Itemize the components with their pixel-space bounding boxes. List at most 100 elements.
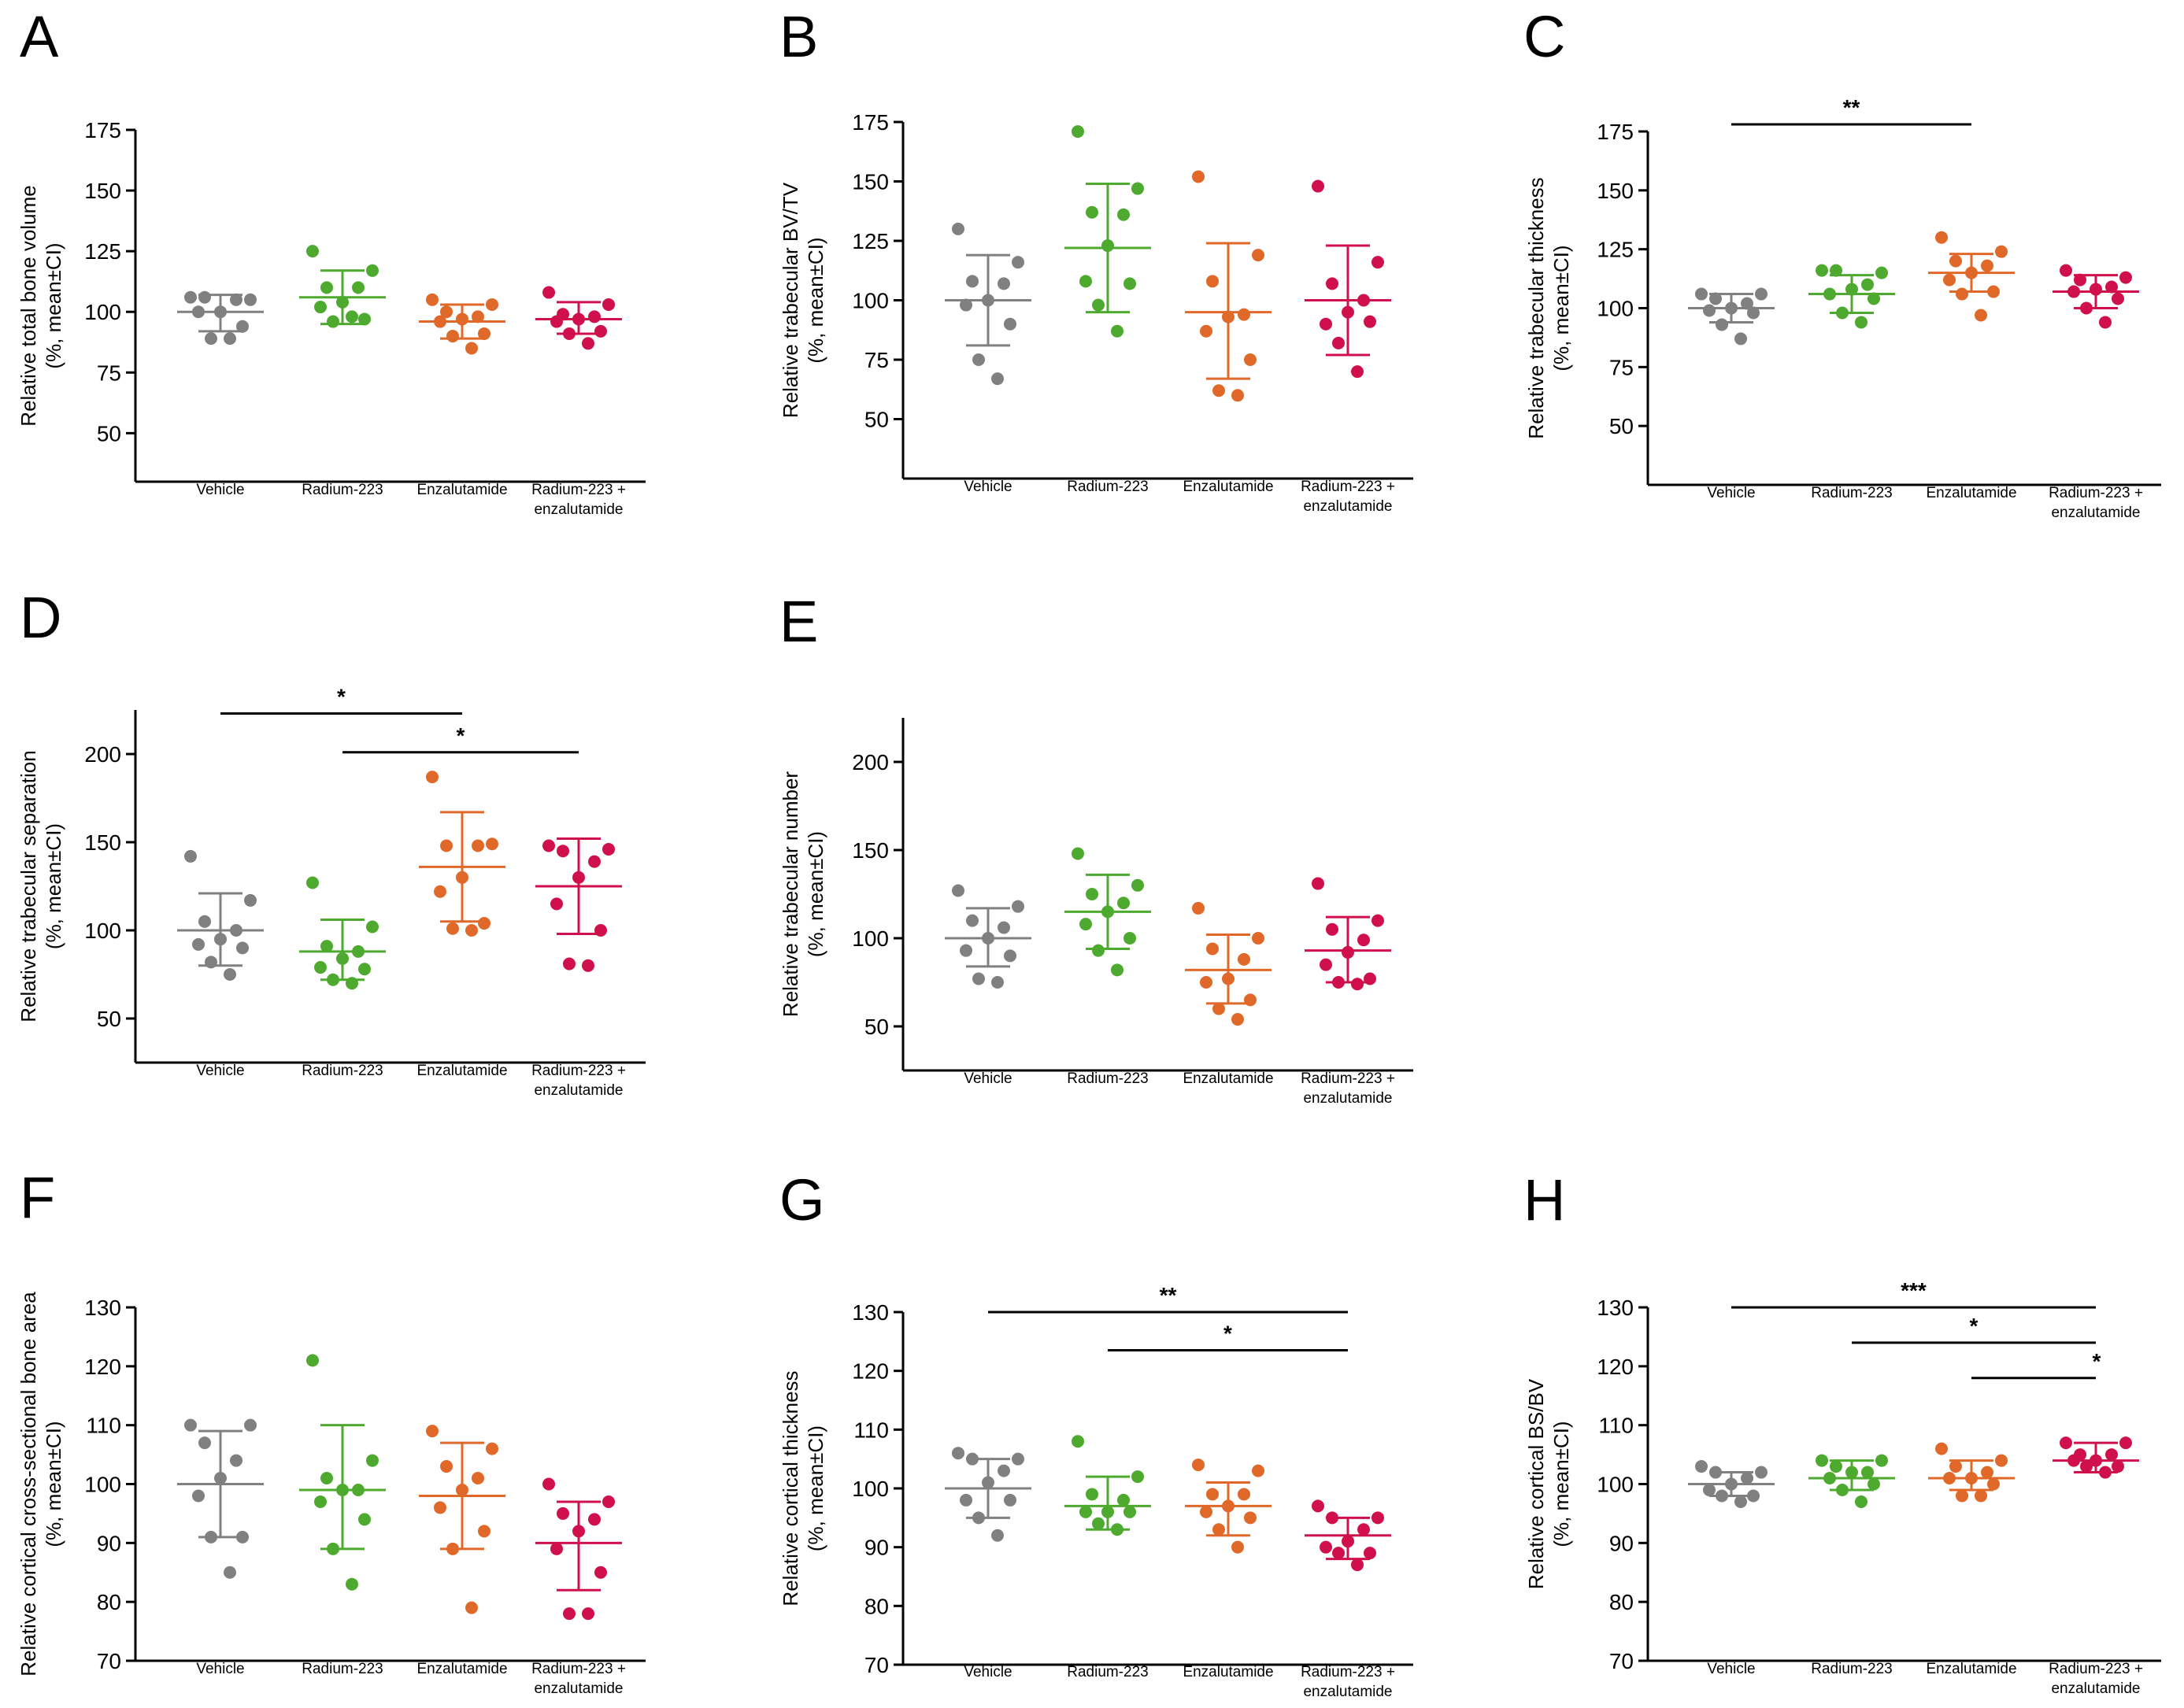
data-point [198, 290, 211, 304]
data-point [446, 330, 459, 343]
data-point [991, 372, 1004, 386]
data-point [446, 922, 459, 935]
series-vehicle [177, 849, 264, 981]
data-point [1371, 256, 1384, 269]
y-tick-label: 125 [84, 239, 121, 264]
y-tick-label: 50 [864, 1015, 889, 1039]
data-point [224, 1566, 236, 1579]
y-tick-label: 50 [97, 1007, 121, 1031]
data-point [1111, 324, 1123, 338]
panel-d: D 50 100 150 200 Relative trabecular separati… [17, 585, 646, 1099]
data-point [1875, 1454, 1888, 1467]
data-point [472, 310, 484, 323]
data-point [1351, 365, 1364, 379]
data-point [1072, 847, 1084, 860]
x-tick-label: Radium-223 + [1301, 1664, 1395, 1680]
series-radium-223 [299, 876, 386, 990]
data-point [1312, 179, 1324, 193]
data-point [224, 332, 236, 346]
series-enzalutamide [1185, 1458, 1272, 1554]
data-point [1092, 1517, 1105, 1530]
data-point [465, 342, 478, 355]
x-tick-label: enzalutamide [1303, 1684, 1392, 1700]
data-point [1212, 1002, 1225, 1015]
data-point [346, 1577, 358, 1591]
y-tick-label: 100 [852, 1477, 889, 1501]
y-tick-label: 110 [853, 1418, 889, 1442]
x-tick-label: Enzalutamide [1183, 479, 1273, 495]
data-point [2074, 273, 2086, 287]
data-point [440, 305, 453, 319]
data-point [244, 1418, 257, 1432]
data-point [478, 327, 490, 340]
y-tick-label: 100 [84, 919, 121, 943]
y-axis-label: (%, mean±CI) [42, 242, 65, 368]
y-tick-label: 70 [1609, 1649, 1634, 1673]
data-point [224, 968, 236, 981]
series-radium-223-enzalutamide [1305, 179, 1391, 379]
data-point [478, 917, 490, 930]
y-tick-label: 90 [97, 1531, 121, 1555]
y-tick-label: 150 [84, 830, 121, 855]
y-tick-label: 110 [1598, 1414, 1634, 1438]
panel-letter: H [1523, 1167, 1565, 1233]
panel-h: H 70 80 90 100 110 120 130 Relative cortical BS/… [1523, 1167, 2161, 1697]
data-point [1716, 318, 1728, 331]
significance-label: * [1223, 1322, 1232, 1346]
data-point [1200, 324, 1212, 338]
data-point [192, 1489, 205, 1503]
data-point [1238, 308, 1250, 321]
data-point [2112, 1460, 2124, 1473]
y-axis-label: (%, mean±CI) [804, 1425, 827, 1551]
data-point [1956, 1489, 1968, 1503]
data-point [1117, 1493, 1130, 1507]
data-point [236, 941, 249, 955]
panel-f: F 70 80 90 100 110 120 130 Relative cortical cro… [17, 1165, 646, 1697]
data-point [972, 353, 985, 366]
panel-g: G 70 80 90 100 110 120 130 Relative cortical thi… [779, 1167, 1413, 1700]
y-tick-label: 50 [864, 408, 889, 432]
panel-b: B 50 75 100 125 150 175 Relative trabecular BV/… [779, 4, 1413, 515]
x-tick-label: Enzalutamide [416, 1063, 507, 1079]
data-point [1231, 389, 1244, 402]
y-tick-label: 130 [84, 1296, 121, 1320]
x-tick-label: Enzalutamide [416, 1661, 507, 1677]
x-tick-label: enzalutamide [534, 501, 623, 518]
y-tick-label: 120 [1597, 1355, 1634, 1379]
data-point [1734, 332, 1747, 346]
x-tick-label: Radium-223 [1067, 1664, 1149, 1680]
x-tick-label: enzalutamide [534, 1680, 623, 1697]
data-point [358, 1513, 371, 1526]
data-point [2119, 1436, 2132, 1450]
data-point [1238, 1488, 1250, 1501]
data-point [366, 1454, 379, 1467]
data-point [306, 876, 319, 889]
data-point [594, 324, 607, 338]
series-vehicle [945, 884, 1031, 989]
series-enzalutamide [1185, 170, 1272, 402]
data-point [960, 944, 972, 957]
data-point [1981, 1466, 1993, 1479]
data-point [1312, 1499, 1324, 1513]
data-point [205, 332, 217, 346]
data-point [1086, 205, 1098, 219]
data-point [327, 315, 339, 328]
data-point [1695, 1460, 1708, 1473]
data-point [486, 1442, 498, 1455]
data-point [306, 245, 319, 258]
data-point [1935, 1442, 1948, 1455]
data-point [346, 310, 358, 323]
data-point [1734, 1495, 1747, 1508]
data-point [1072, 125, 1084, 139]
significance-label: * [337, 684, 346, 708]
y-tick-label: 100 [1597, 297, 1634, 321]
series-vehicle [177, 1418, 264, 1579]
data-point [550, 315, 563, 328]
data-point [472, 839, 484, 852]
data-point [588, 1513, 601, 1526]
data-point [998, 277, 1010, 290]
y-axis-label: Relative total bone volume [17, 185, 40, 426]
series-vehicle [1688, 1460, 1775, 1508]
series-radium-223 [299, 245, 386, 328]
data-point [991, 1529, 1004, 1542]
